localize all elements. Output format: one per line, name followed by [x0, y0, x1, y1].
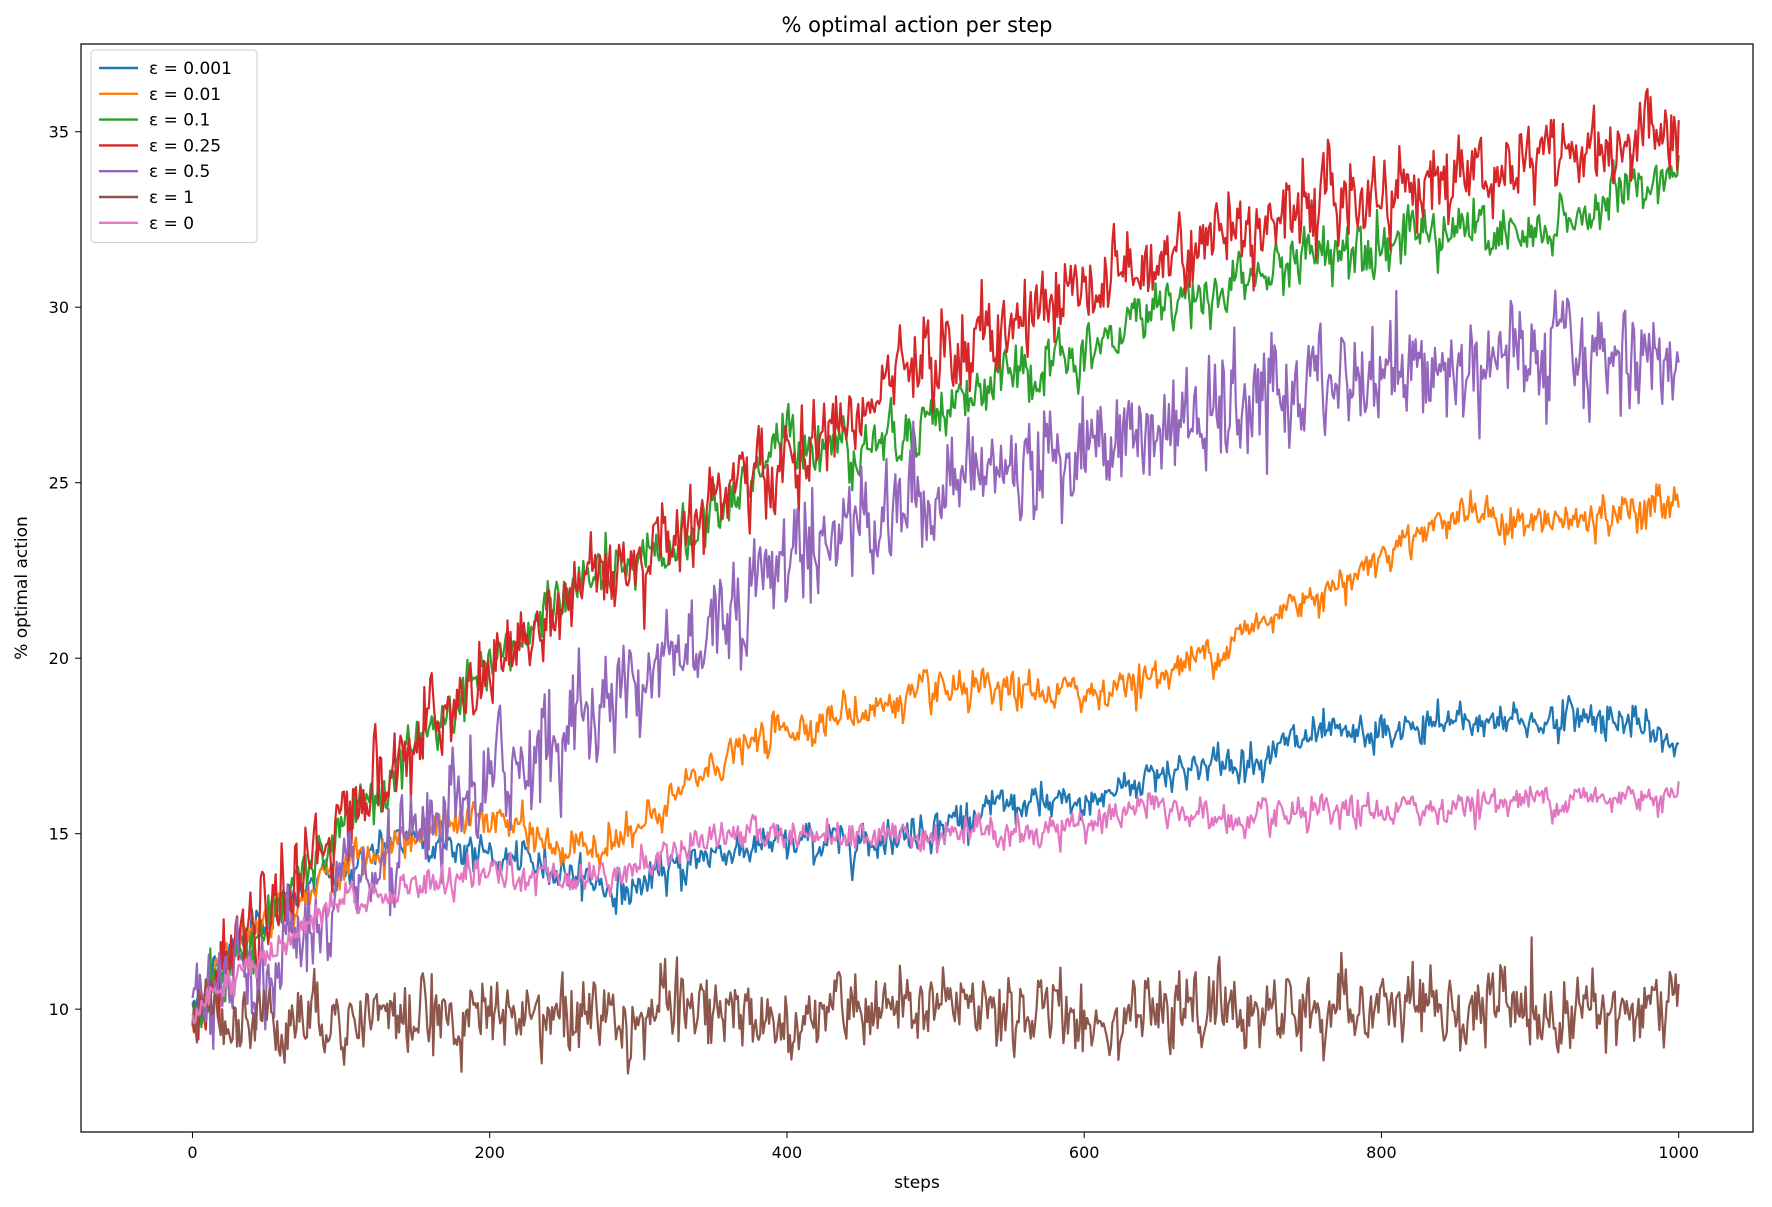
y-tick-label: 20 [49, 649, 69, 668]
series-line-4 [191, 289, 1680, 1051]
legend-label: ε = 0 [149, 214, 194, 234]
legend-label: ε = 0.5 [149, 162, 210, 182]
y-tick-label: 15 [49, 825, 69, 844]
series-layer [191, 88, 1680, 1075]
x-tick-label: 600 [1069, 1143, 1100, 1162]
x-tick-label: 200 [474, 1143, 505, 1162]
y-tick-label: 25 [49, 474, 69, 493]
y-tick-label: 35 [49, 123, 69, 142]
legend-label: ε = 0.01 [149, 85, 221, 105]
x-axis: 0 200 400 600 800 1000 [187, 1132, 1699, 1162]
legend: ε = 0.001 ε = 0.01 ε = 0.1 ε = 0.25 ε = 0.5 ε… [90, 49, 258, 244]
x-tick-label: 1000 [1658, 1143, 1699, 1162]
legend-label: ε = 0.25 [149, 136, 221, 156]
x-axis-title: steps [894, 1173, 940, 1193]
plot-frame [80, 43, 1754, 1133]
y-axis-title: % optimal action [12, 516, 32, 660]
chart-title: % optimal action per step [781, 13, 1052, 37]
legend-label: ε = 0.001 [149, 59, 232, 79]
legend-label: ε = 1 [149, 188, 194, 208]
series-line-5 [191, 936, 1680, 1075]
legend-label: ε = 0.1 [149, 111, 210, 131]
legend-box [90, 49, 258, 244]
series-line-3 [191, 88, 1680, 1041]
x-tick-label: 400 [772, 1143, 803, 1162]
y-tick-label: 30 [49, 298, 69, 317]
series-line-6 [191, 781, 1680, 1025]
x-tick-label: 800 [1366, 1143, 1397, 1162]
x-tick-label: 0 [187, 1143, 197, 1162]
series-line-2 [191, 154, 1680, 1029]
y-axis: 10 15 20 25 30 35 [49, 123, 81, 1019]
y-tick-label: 10 [49, 1000, 69, 1019]
